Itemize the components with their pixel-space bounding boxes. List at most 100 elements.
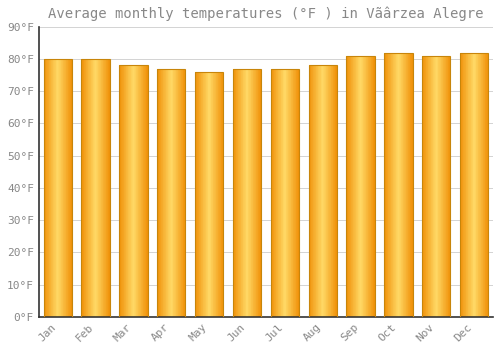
Bar — [349, 56, 350, 317]
Bar — [172, 69, 174, 317]
Bar — [46, 59, 47, 317]
Bar — [260, 69, 261, 317]
Bar — [422, 56, 450, 317]
Bar — [233, 69, 261, 317]
Bar — [276, 69, 277, 317]
Bar — [448, 56, 449, 317]
Bar — [274, 69, 275, 317]
Bar — [147, 65, 148, 317]
Bar — [449, 56, 450, 317]
Bar — [374, 56, 375, 317]
Bar — [398, 52, 399, 317]
Bar — [350, 56, 352, 317]
Bar — [460, 52, 488, 317]
Bar — [82, 59, 83, 317]
Bar — [146, 65, 147, 317]
Bar — [127, 65, 128, 317]
Bar — [384, 52, 385, 317]
Bar — [164, 69, 165, 317]
Bar — [120, 65, 122, 317]
Bar — [326, 65, 327, 317]
Bar — [205, 72, 206, 317]
Bar — [352, 56, 353, 317]
Bar — [240, 69, 242, 317]
Bar — [346, 56, 347, 317]
Bar — [163, 69, 164, 317]
Bar — [196, 72, 197, 317]
Bar — [52, 59, 53, 317]
Bar — [168, 69, 169, 317]
Bar — [64, 59, 65, 317]
Bar — [58, 59, 59, 317]
Bar — [385, 52, 386, 317]
Bar — [169, 69, 170, 317]
Bar — [50, 59, 51, 317]
Bar — [178, 69, 179, 317]
Bar — [435, 56, 436, 317]
Bar — [406, 52, 407, 317]
Bar — [204, 72, 205, 317]
Bar — [134, 65, 135, 317]
Bar — [210, 72, 212, 317]
Bar — [346, 56, 375, 317]
Bar — [258, 69, 259, 317]
Bar — [405, 52, 406, 317]
Bar — [469, 52, 470, 317]
Bar — [364, 56, 365, 317]
Bar — [252, 69, 254, 317]
Bar — [298, 69, 299, 317]
Bar — [182, 69, 184, 317]
Bar — [145, 65, 146, 317]
Bar — [85, 59, 86, 317]
Bar — [137, 65, 138, 317]
Bar — [324, 65, 325, 317]
Bar — [370, 56, 371, 317]
Bar — [314, 65, 315, 317]
Bar — [207, 72, 208, 317]
Bar — [273, 69, 274, 317]
Bar — [367, 56, 368, 317]
Bar — [389, 52, 390, 317]
Bar — [66, 59, 67, 317]
Bar — [83, 59, 84, 317]
Bar — [237, 69, 238, 317]
Bar — [157, 69, 186, 317]
Bar — [200, 72, 202, 317]
Bar — [396, 52, 397, 317]
Bar — [136, 65, 137, 317]
Bar — [255, 69, 256, 317]
Bar — [68, 59, 69, 317]
Bar — [270, 69, 272, 317]
Bar — [312, 65, 313, 317]
Bar — [402, 52, 404, 317]
Bar — [437, 56, 438, 317]
Bar — [48, 59, 49, 317]
Bar — [104, 59, 105, 317]
Bar — [94, 59, 95, 317]
Bar — [123, 65, 124, 317]
Bar — [479, 52, 480, 317]
Bar — [358, 56, 359, 317]
Bar — [102, 59, 104, 317]
Bar — [278, 69, 279, 317]
Bar — [394, 52, 395, 317]
Bar — [294, 69, 295, 317]
Bar — [219, 72, 220, 317]
Bar — [88, 59, 89, 317]
Bar — [366, 56, 367, 317]
Bar — [119, 65, 148, 317]
Bar — [445, 56, 446, 317]
Bar — [440, 56, 441, 317]
Bar — [181, 69, 182, 317]
Bar — [425, 56, 426, 317]
Bar — [353, 56, 354, 317]
Bar — [439, 56, 440, 317]
Bar — [287, 69, 288, 317]
Bar — [313, 65, 314, 317]
Bar — [92, 59, 94, 317]
Bar — [179, 69, 180, 317]
Bar — [250, 69, 252, 317]
Bar — [308, 65, 309, 317]
Bar — [436, 56, 437, 317]
Bar — [132, 65, 134, 317]
